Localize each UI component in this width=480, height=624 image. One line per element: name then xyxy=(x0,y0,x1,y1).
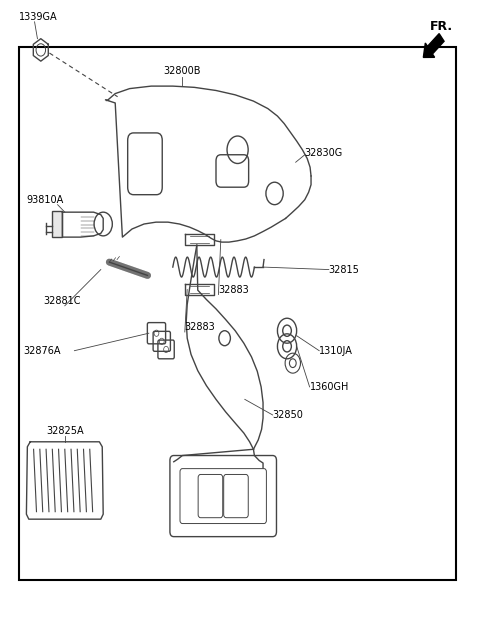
Text: 1360GH: 1360GH xyxy=(310,382,349,392)
Text: 32883: 32883 xyxy=(218,285,249,295)
Text: FR.: FR. xyxy=(430,20,453,32)
Bar xyxy=(19,47,456,580)
Text: 93810A: 93810A xyxy=(26,195,64,205)
Text: 32876A: 32876A xyxy=(23,346,60,356)
Text: 32815: 32815 xyxy=(329,265,360,275)
Text: 32825A: 32825A xyxy=(46,426,84,436)
Text: 32830G: 32830G xyxy=(305,148,343,158)
Text: 32850: 32850 xyxy=(273,410,303,420)
Text: 32881C: 32881C xyxy=(43,296,81,306)
Text: 32800B: 32800B xyxy=(164,66,201,76)
Bar xyxy=(52,211,62,237)
Text: 1310JA: 1310JA xyxy=(319,346,353,356)
Text: 1339GA: 1339GA xyxy=(19,12,58,22)
Text: 32883: 32883 xyxy=(185,322,216,332)
FancyArrow shape xyxy=(423,34,444,57)
